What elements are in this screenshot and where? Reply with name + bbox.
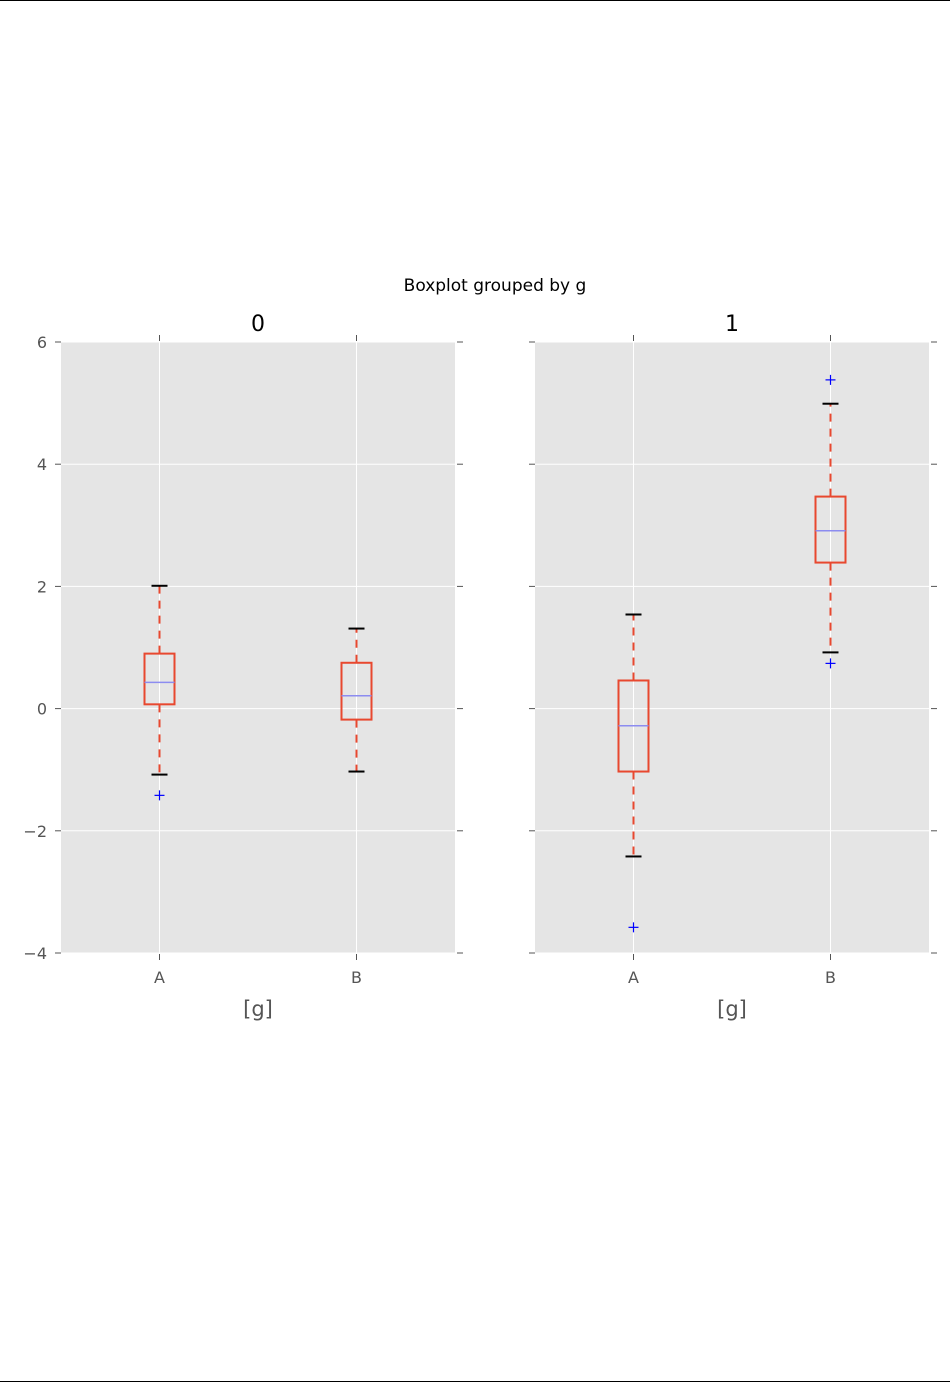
y-tick-label: 6 [37,333,47,352]
box-B [340,627,373,773]
flier-marker [628,922,639,933]
y-tick-label: −4 [23,944,47,963]
panel-0 [55,335,463,960]
box-B [814,374,847,669]
x-tick-label: A [628,968,639,987]
y-tick-label: −2 [23,822,47,841]
y-tick-label: 4 [37,455,47,474]
y-tick-label: 0 [37,700,47,719]
flier-marker [825,658,836,669]
plot-background [535,342,929,953]
x-axis-label: [g] [243,997,273,1021]
y-tick-label: 2 [37,577,47,596]
flier-marker [825,374,836,385]
x-axis-label: [g] [717,997,747,1021]
x-tick-label: B [825,968,836,987]
flier-marker [154,790,165,801]
iqr-box [814,495,847,564]
chart-title: Boxplot grouped by g [404,276,587,296]
box-A [617,613,650,933]
x-tick-label: A [154,968,165,987]
plot-background [61,342,455,953]
panel-title: 1 [725,312,739,337]
iqr-box [143,652,176,706]
panel-title: 0 [251,312,265,337]
iqr-box [340,661,373,721]
top-rule [0,0,950,1]
box-A [143,584,176,801]
x-tick-label: B [351,968,362,987]
panel-1 [529,335,937,960]
